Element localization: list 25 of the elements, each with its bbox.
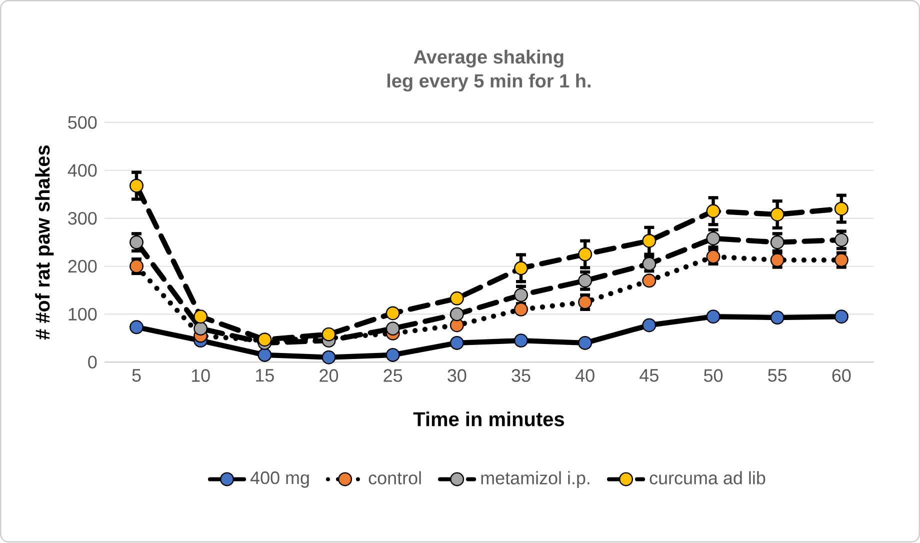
- y-tick-label: 200: [68, 260, 97, 273]
- x-tick-label: 45: [640, 369, 658, 382]
- legend-label: control: [368, 471, 421, 485]
- x-tick-label: 50: [704, 369, 723, 382]
- x-tick-label: 25: [384, 369, 402, 382]
- x-tick-label: 35: [512, 369, 530, 382]
- y-tick-label: 300: [68, 212, 97, 225]
- x-tick-label: 20: [320, 369, 338, 382]
- x-tick-label: 5: [132, 369, 141, 382]
- x-tick-label: 10: [192, 369, 210, 382]
- chart-title: Average shaking leg every 5 min for 1 h.: [387, 50, 590, 92]
- x-tick-label: 30: [448, 369, 466, 382]
- y-tick-label: 500: [68, 116, 97, 130]
- x-tick-label: 60: [832, 369, 851, 382]
- y-tick-label: 400: [68, 164, 97, 178]
- y-tick-label: 0: [88, 356, 97, 369]
- x-axis-title: Time in minutes: [413, 412, 564, 427]
- legend-label: curcuma ad lib: [650, 471, 766, 485]
- legend-label: metamizol i.p.: [481, 471, 590, 488]
- x-tick-label: 40: [576, 369, 594, 382]
- y-axis-title: # #of rat paw shakes: [35, 146, 54, 340]
- x-tick-label: 55: [768, 369, 787, 382]
- legend-label: 400 mg: [250, 472, 309, 488]
- y-tick-label: 100: [68, 308, 97, 321]
- x-tick-label: 15: [256, 369, 274, 382]
